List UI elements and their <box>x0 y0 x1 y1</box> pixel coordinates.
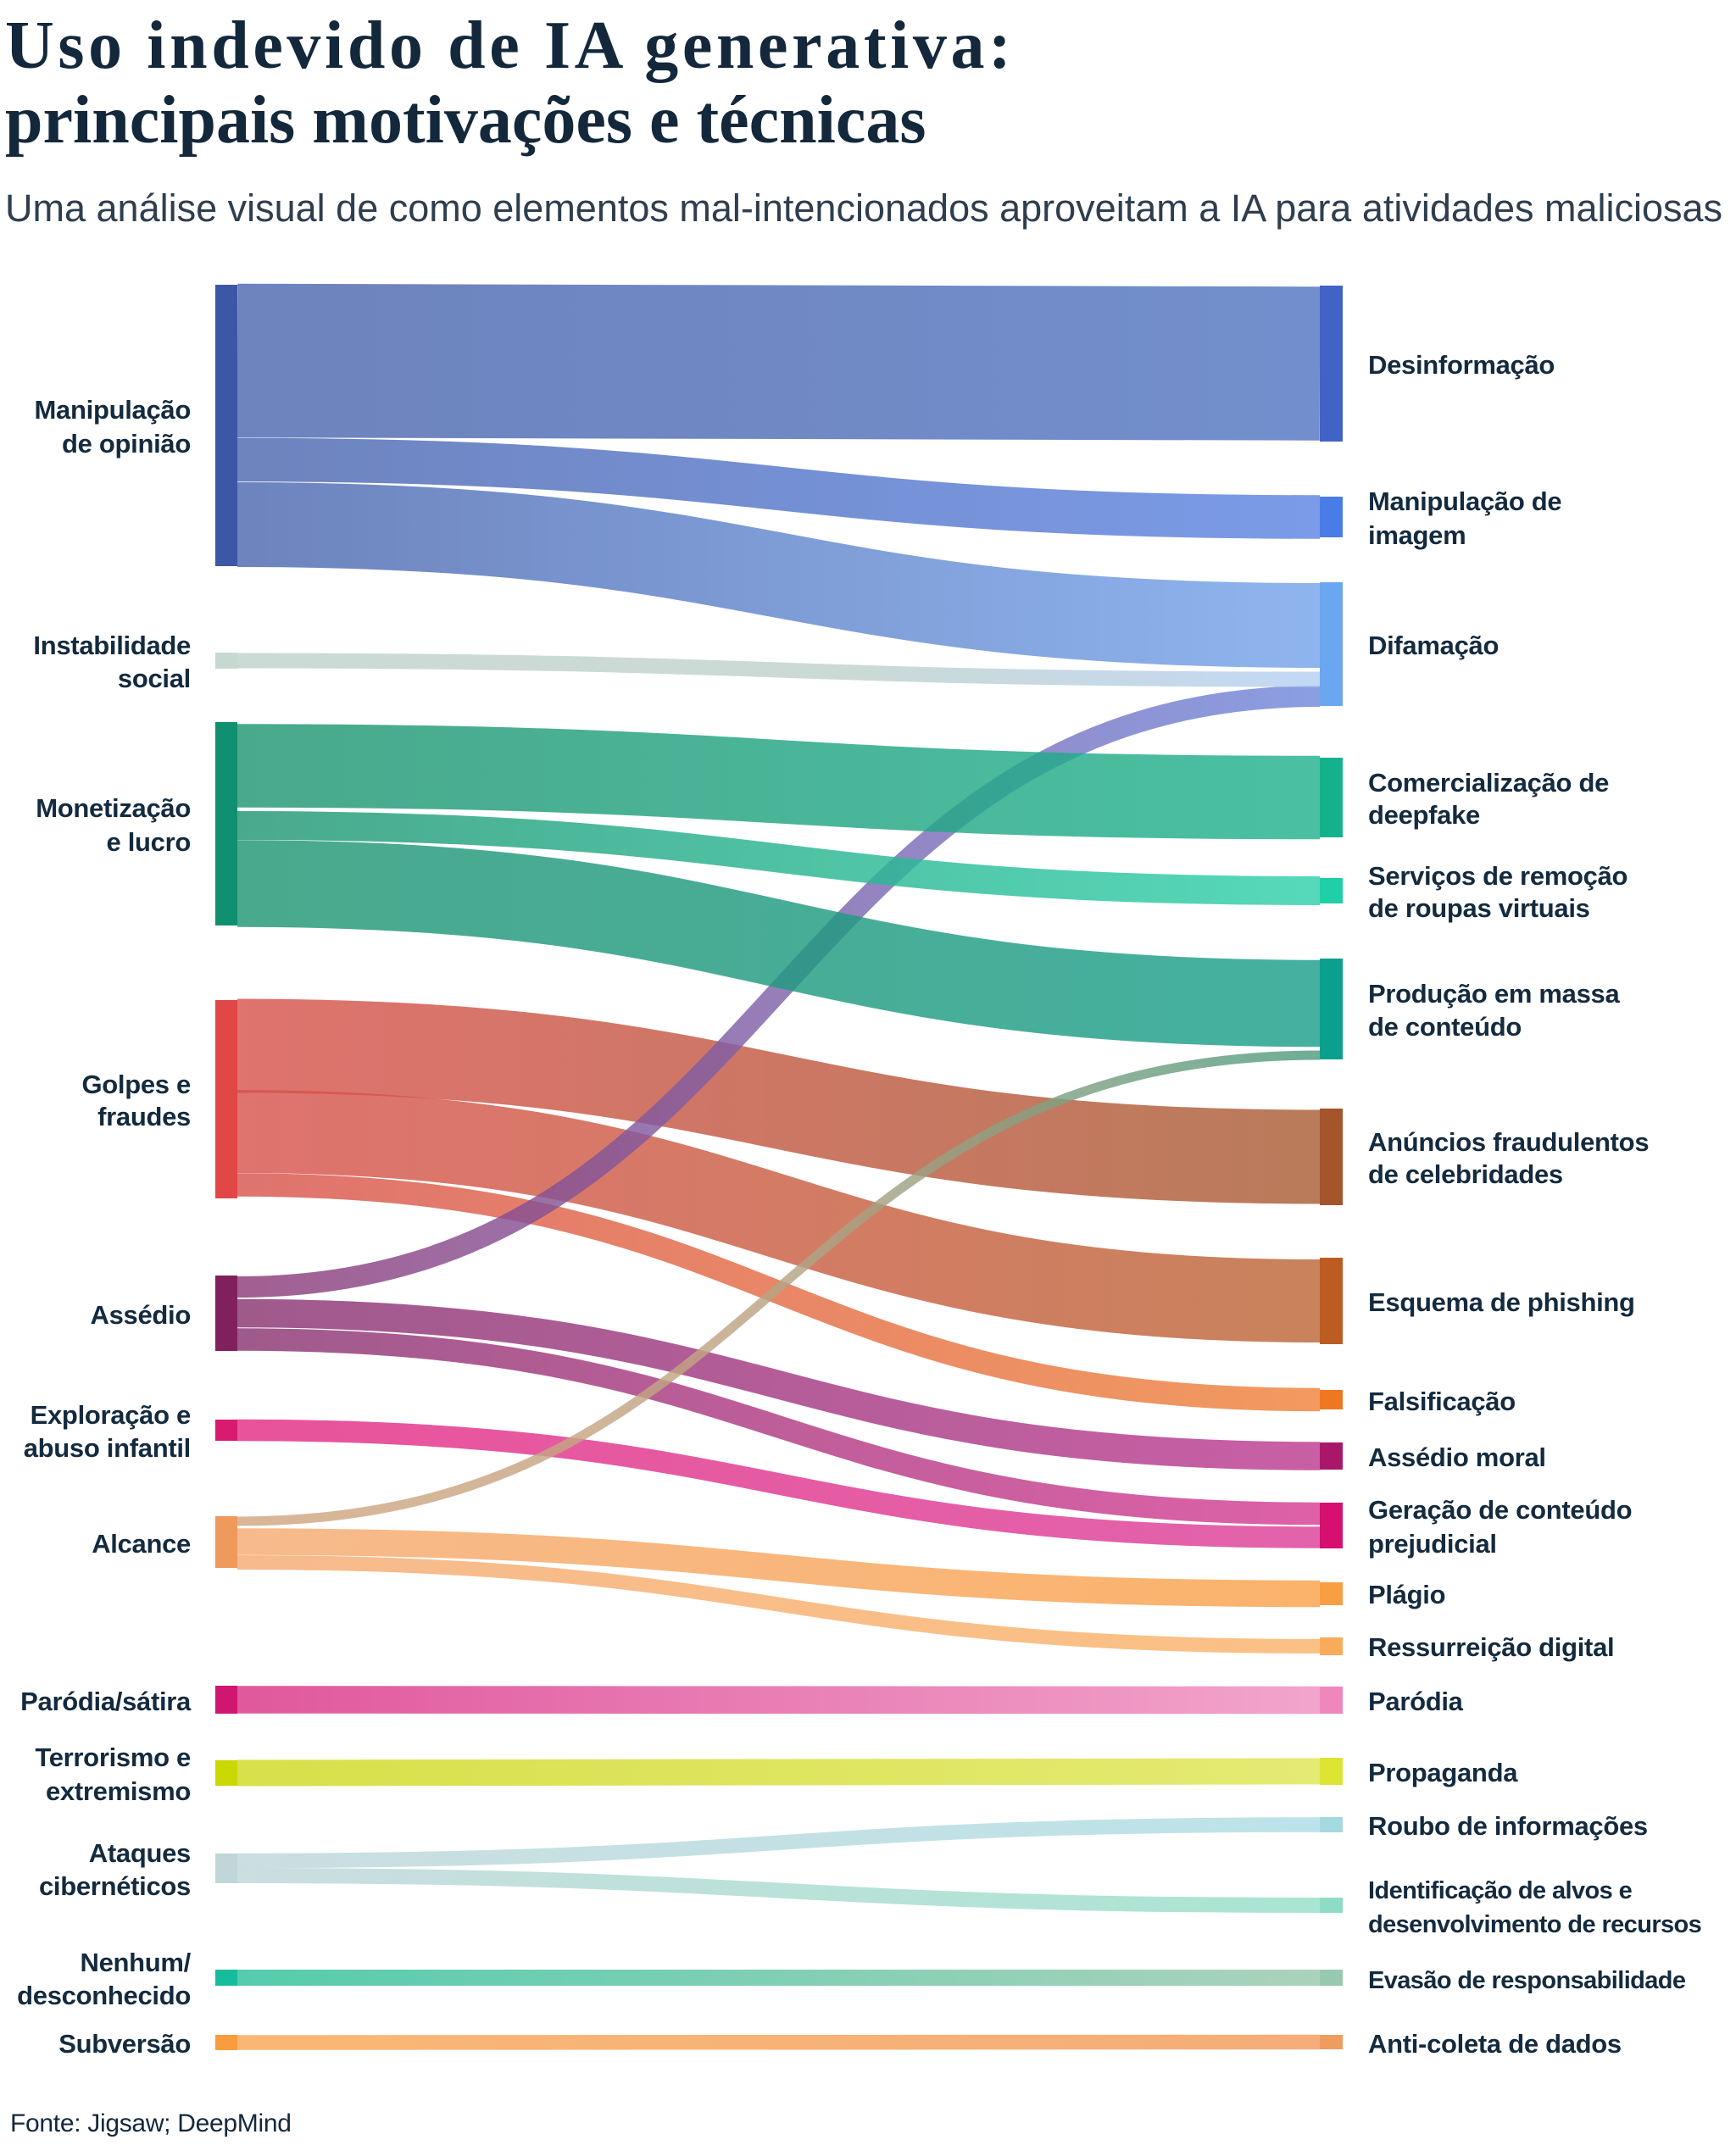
svg-text:Terrorismo e: Terrorismo e <box>35 1742 191 1772</box>
svg-text:Serviços de remoção: Serviços de remoção <box>1368 861 1628 891</box>
svg-text:Desinformação: Desinformação <box>1368 350 1555 380</box>
svg-text:Manipulação de: Manipulação de <box>1368 486 1561 516</box>
svg-text:Exploração e: Exploração e <box>31 1400 191 1430</box>
svg-text:prejudicial: prejudicial <box>1368 1529 1497 1559</box>
svg-text:Produção em massa: Produção em massa <box>1368 979 1620 1009</box>
svg-text:Ressurreição digital: Ressurreição digital <box>1368 1632 1614 1662</box>
svg-text:fraudes: fraudes <box>97 1102 191 1131</box>
svg-text:abuso infantil: abuso infantil <box>24 1433 191 1463</box>
svg-text:desconhecido: desconhecido <box>17 1981 191 2010</box>
svg-text:Anti-coleta de dados: Anti-coleta de dados <box>1368 2029 1622 2059</box>
svg-text:Plágio: Plágio <box>1368 1580 1445 1609</box>
svg-text:Paródia: Paródia <box>1368 1687 1464 1716</box>
svg-text:de conteúdo: de conteúdo <box>1368 1012 1522 1042</box>
svg-text:Golpes e: Golpes e <box>81 1070 191 1099</box>
svg-text:Alcance: Alcance <box>92 1529 191 1559</box>
svg-text:Instabilidade: Instabilidade <box>33 631 191 660</box>
svg-text:Assédio moral: Assédio moral <box>1368 1442 1546 1472</box>
svg-text:Geração de conteúdo: Geração de conteúdo <box>1368 1495 1632 1525</box>
svg-text:social: social <box>118 664 191 693</box>
svg-text:Esquema de phishing: Esquema de phishing <box>1368 1287 1635 1317</box>
svg-text:Ataques: Ataques <box>89 1838 191 1868</box>
svg-text:Manipulação: Manipulação <box>35 395 191 425</box>
svg-text:Roubo de informações: Roubo de informações <box>1368 1811 1648 1841</box>
svg-text:Nenhum/: Nenhum/ <box>80 1948 191 1977</box>
svg-text:Falsificação: Falsificação <box>1368 1387 1516 1416</box>
svg-text:Propaganda: Propaganda <box>1368 1758 1518 1787</box>
svg-text:de roupas virtuais: de roupas virtuais <box>1368 893 1590 923</box>
svg-text:Subversão: Subversão <box>58 2029 191 2059</box>
svg-text:Assédio: Assédio <box>91 1300 192 1330</box>
svg-text:Monetização: Monetização <box>36 793 191 823</box>
svg-text:Identificação de alvos e: Identificação de alvos e <box>1368 1877 1633 1904</box>
svg-text:Evasão de responsabilidade: Evasão de responsabilidade <box>1368 1967 1686 1994</box>
svg-text:Comercialização de: Comercialização de <box>1368 768 1609 798</box>
svg-text:e lucro: e lucro <box>106 827 191 857</box>
svg-text:Difamação: Difamação <box>1368 631 1499 660</box>
svg-text:de celebridades: de celebridades <box>1368 1159 1563 1189</box>
svg-text:de opinião: de opinião <box>62 429 191 459</box>
svg-text:Anúncios fraudulentos: Anúncios fraudulentos <box>1368 1127 1649 1157</box>
svg-text:deepfake: deepfake <box>1368 800 1480 830</box>
svg-text:extremismo: extremismo <box>46 1776 191 1806</box>
svg-text:desenvolvimento de recursos: desenvolvimento de recursos <box>1368 1911 1701 1938</box>
svg-text:Paródia/sátira: Paródia/sátira <box>20 1687 192 1716</box>
svg-text:imagem: imagem <box>1368 520 1466 550</box>
svg-text:cibernéticos: cibernéticos <box>39 1871 191 1901</box>
